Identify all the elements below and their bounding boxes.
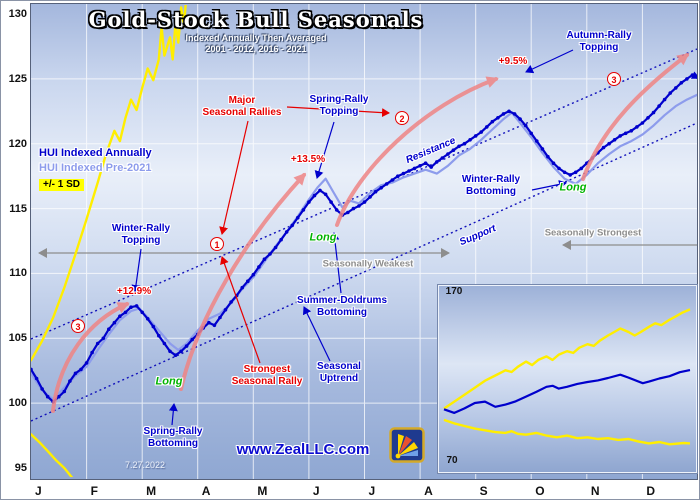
zeal-logo-fan xyxy=(395,434,418,459)
series-sd_upper xyxy=(31,5,187,362)
y-tick-label: 115 xyxy=(9,202,27,215)
x-month-label: J xyxy=(368,484,376,498)
blue-pointer-arrows xyxy=(131,49,574,426)
chart-date: 7.27.2022 xyxy=(125,460,166,470)
x-month-label: D xyxy=(646,484,656,498)
x-month-label: J xyxy=(312,484,320,498)
inset-chart-panel xyxy=(437,284,698,474)
y-tick-label: 130 xyxy=(8,8,27,20)
series-sd_lower xyxy=(31,433,74,477)
series-inset_hui xyxy=(443,369,691,415)
x-month-label: O xyxy=(535,484,545,498)
rally-arrows xyxy=(51,53,690,413)
seasonal-strength-arrows xyxy=(38,240,697,258)
x-month-label: M xyxy=(257,484,268,498)
series-inset_sd_lower xyxy=(443,418,691,446)
inset-chart-svg xyxy=(443,308,691,446)
x-month-label: S xyxy=(479,484,488,498)
y-tick-label: 125 xyxy=(8,72,27,85)
x-month-label: M xyxy=(146,484,157,498)
series-inset_sd_upper xyxy=(443,308,691,410)
support-line xyxy=(30,122,698,422)
y-tick-label: 95 xyxy=(14,462,27,474)
y-tick-label: 120 xyxy=(8,137,27,150)
watermark-link[interactable]: www.ZealLLC.com xyxy=(236,441,370,458)
gridlines xyxy=(31,4,697,479)
x-month-label: A xyxy=(201,484,211,498)
y-tick-label: 110 xyxy=(9,267,27,280)
resistance-line xyxy=(30,48,698,340)
x-month-label: J xyxy=(35,484,42,498)
zeal-logo xyxy=(389,427,425,463)
trend-channel xyxy=(30,48,698,422)
y-tick-label: 105 xyxy=(8,332,27,345)
y-tick-label: 100 xyxy=(8,397,27,410)
x-month-label: A xyxy=(424,484,433,498)
x-month-label: N xyxy=(590,484,600,498)
red-pointer-arrows xyxy=(219,106,390,364)
x-month-label: F xyxy=(90,484,98,498)
